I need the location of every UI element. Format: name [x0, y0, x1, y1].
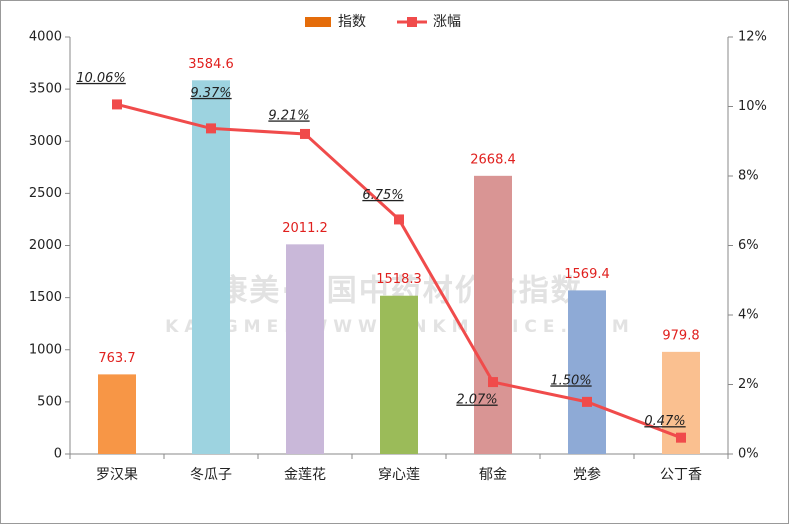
bar [192, 80, 230, 454]
x-tick-label: 公丁香 [660, 467, 702, 483]
line-value-label: 9.37% [190, 86, 231, 101]
legend-swatch [305, 17, 331, 27]
line-marker [300, 128, 310, 139]
bar [286, 244, 324, 454]
y2-tick-label: 0% [738, 447, 759, 462]
line-marker [394, 214, 404, 225]
y2-tick-label: 8% [738, 169, 759, 184]
x-tick-label: 党参 [573, 466, 601, 483]
y2-tick-label: 6% [738, 238, 759, 253]
y-tick-label: 500 [37, 394, 62, 409]
bar-value-label: 979.8 [662, 328, 699, 343]
line-marker [488, 377, 498, 388]
line-value-label: 1.50% [550, 373, 591, 388]
y-tick-label: 1500 [29, 290, 62, 305]
bar [380, 295, 418, 454]
legend-swatch [407, 17, 417, 27]
line-marker [676, 432, 686, 443]
x-tick-label: 金莲花 [284, 467, 326, 483]
line-value-label: 0.47% [644, 414, 685, 429]
line-value-label: 9.21% [268, 108, 309, 123]
line-value-label: 6.75% [362, 188, 403, 203]
y-tick-label: 2500 [29, 186, 62, 201]
bar-value-label: 2668.4 [470, 152, 516, 167]
bar [474, 175, 512, 454]
line-value-label: 10.06% [76, 71, 126, 86]
bar-value-label: 1518.3 [376, 272, 422, 287]
y2-tick-label: 12% [738, 30, 767, 45]
y-tick-label: 0 [54, 447, 62, 462]
line-value-label: 2.07% [456, 393, 497, 408]
y-tick-label: 3500 [29, 82, 62, 97]
y-tick-label: 1000 [29, 342, 62, 357]
x-tick-label: 穿心莲 [378, 467, 420, 483]
bar [98, 374, 136, 454]
y2-tick-label: 4% [738, 308, 759, 323]
x-tick-label: 郁金 [479, 467, 507, 483]
line-marker [112, 99, 122, 110]
y-tick-label: 4000 [29, 30, 62, 45]
bar-value-label: 1569.4 [564, 267, 610, 282]
legend-label: 涨幅 [433, 14, 461, 30]
bar-value-label: 3584.6 [188, 57, 234, 72]
line-marker [206, 123, 216, 134]
bar-value-label: 2011.2 [282, 221, 328, 236]
bar-value-label: 763.7 [98, 351, 135, 366]
y2-tick-label: 2% [738, 377, 759, 392]
y-tick-label: 3000 [29, 134, 62, 149]
x-tick-label: 罗汉果 [96, 467, 138, 483]
x-tick-label: 冬瓜子 [190, 467, 232, 483]
bar [568, 290, 606, 454]
line-marker [582, 396, 592, 407]
legend-label: 指数 [338, 14, 366, 30]
y-tick-label: 2000 [29, 238, 62, 253]
y2-tick-label: 10% [738, 99, 767, 114]
